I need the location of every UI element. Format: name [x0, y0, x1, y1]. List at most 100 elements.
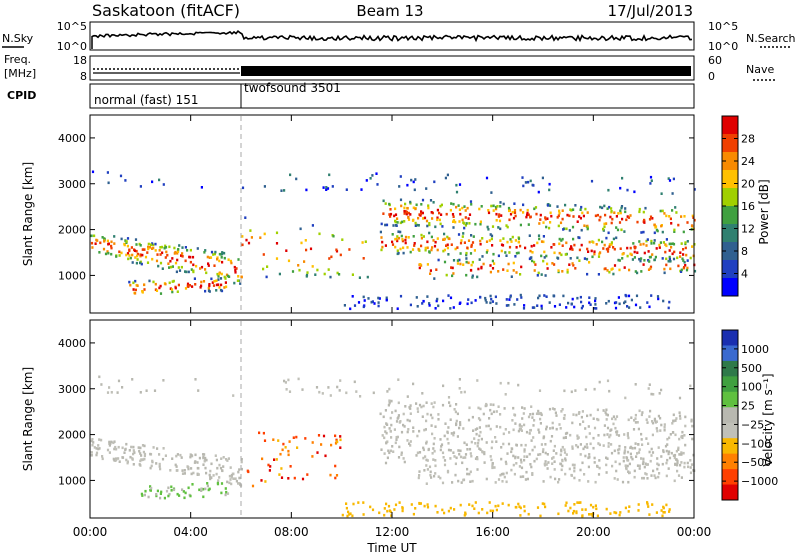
range-cell — [596, 514, 599, 518]
range-cell — [431, 217, 434, 220]
range-cell — [675, 458, 678, 461]
range-cell — [235, 267, 238, 270]
range-cell — [466, 206, 469, 210]
range-cell — [481, 450, 484, 453]
range-cell — [172, 488, 176, 492]
range-cell — [425, 401, 428, 404]
range-cell — [544, 451, 547, 455]
range-cell — [388, 400, 391, 404]
range-cell — [191, 255, 195, 259]
range-cell — [230, 261, 233, 265]
range-cell — [564, 458, 567, 462]
range-cell — [527, 512, 530, 516]
range-cell — [490, 458, 493, 462]
range-cell — [605, 408, 608, 412]
range-cell — [226, 459, 229, 462]
range-cell — [409, 404, 412, 407]
range-cell — [576, 220, 579, 223]
range-cell — [278, 272, 281, 276]
range-cell — [599, 215, 602, 219]
range-cell — [477, 406, 480, 410]
range-cell — [578, 236, 581, 240]
range-cell — [552, 449, 555, 452]
range-cell — [397, 230, 400, 233]
range-cell — [218, 272, 221, 276]
range-cell — [329, 473, 332, 477]
range-cell — [601, 240, 604, 244]
colorbar-segment — [722, 453, 738, 470]
range-cell — [615, 469, 618, 473]
range-cell — [636, 421, 639, 424]
range-cell — [298, 268, 301, 272]
range-cell — [447, 294, 450, 297]
range-cell — [499, 227, 502, 231]
range-cell — [128, 449, 131, 452]
range-cell — [479, 407, 482, 411]
range-cell — [259, 236, 262, 239]
range-cell — [200, 487, 203, 490]
range-cell — [534, 206, 538, 209]
range-cell — [287, 449, 290, 453]
range-cell — [593, 426, 597, 430]
range-cell — [200, 186, 203, 189]
range-cell — [382, 415, 385, 419]
range-cell — [260, 479, 263, 482]
range-cell — [549, 221, 552, 224]
range-cell — [108, 451, 111, 454]
range-cell — [544, 216, 547, 219]
range-cell — [495, 508, 498, 512]
range-cell — [117, 445, 120, 449]
range-cell — [544, 443, 547, 446]
range-cell — [605, 463, 608, 467]
range-cell — [418, 470, 421, 473]
range-cell — [654, 226, 657, 229]
range-cell — [235, 479, 238, 483]
range-cell — [546, 467, 549, 470]
range-cell — [108, 386, 111, 389]
range-cell — [533, 244, 536, 247]
range-cell — [263, 439, 267, 442]
range-cell — [311, 224, 314, 227]
range-cell — [157, 264, 160, 268]
range-cell — [187, 486, 190, 490]
range-cell — [261, 457, 264, 461]
range-cell — [194, 378, 197, 381]
range-cell — [110, 246, 113, 250]
range-cell — [691, 245, 694, 248]
range-cell — [125, 458, 128, 462]
range-cell — [680, 476, 683, 479]
range-cell — [434, 472, 437, 475]
range-cell — [644, 472, 647, 475]
range-cell — [665, 474, 668, 478]
range-cell — [215, 279, 218, 282]
range-cell — [451, 213, 455, 216]
range-cell — [607, 247, 610, 250]
colorbar-tick-label: 500 — [741, 362, 762, 375]
range-cell — [578, 248, 581, 252]
range-cell — [447, 396, 451, 399]
range-cell — [650, 392, 653, 396]
range-cell — [459, 423, 462, 427]
range-cell — [432, 447, 435, 450]
range-cell — [135, 249, 138, 253]
range-cell — [565, 453, 568, 456]
range-cell — [634, 442, 637, 445]
range-cell — [524, 246, 527, 250]
range-cell — [169, 287, 172, 290]
range-cell — [486, 249, 489, 252]
range-cell — [640, 231, 643, 234]
range-cell — [143, 457, 146, 461]
range-cell — [487, 209, 490, 212]
range-cell — [643, 465, 646, 469]
range-cell — [638, 464, 641, 468]
range-cell — [429, 269, 432, 272]
range-cell — [665, 257, 668, 261]
range-cell — [622, 459, 625, 463]
range-cell — [115, 255, 118, 258]
range-cell — [385, 422, 388, 425]
range-cell — [376, 183, 379, 186]
range-cell — [118, 254, 121, 257]
range-cell — [567, 509, 570, 513]
range-cell — [488, 239, 491, 242]
